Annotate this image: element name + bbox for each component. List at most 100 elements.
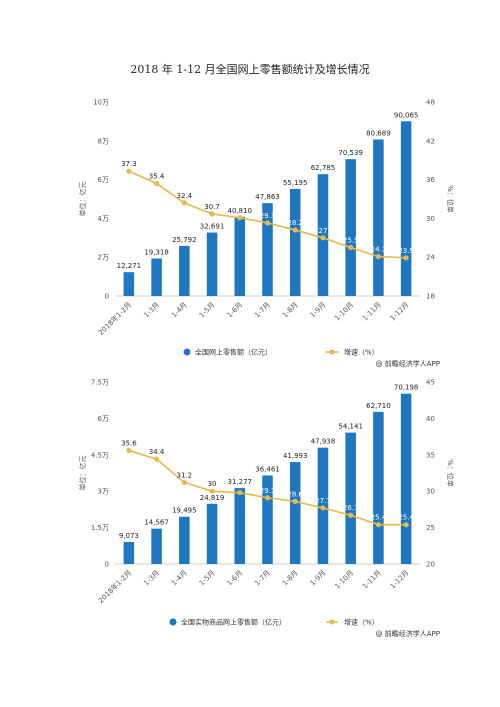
y-right-tick-label: 35 xyxy=(426,451,435,459)
growth-point xyxy=(126,447,132,454)
bar-value-label: 62,785 xyxy=(311,164,336,172)
bar-value-label: 70,539 xyxy=(338,149,363,157)
y-left-tick-label: 7.5万 xyxy=(91,379,109,387)
bar xyxy=(234,488,246,564)
legend-line-label: 增速（%） xyxy=(344,618,379,627)
y-right-tick-label: 30 xyxy=(426,488,435,496)
y-left-tick-label: 4万 xyxy=(98,215,109,223)
growth-value-label: 23.9 xyxy=(398,247,414,255)
y-left-tick-label: 2万 xyxy=(98,254,109,262)
y-right-tick-label: 40 xyxy=(426,415,435,423)
growth-point xyxy=(264,220,271,226)
y-left-tick-label: 6万 xyxy=(98,176,109,184)
growth-value-label: 34.4 xyxy=(149,448,165,456)
y-right-axis-title: %：位单 xyxy=(446,185,455,213)
growth-point xyxy=(153,180,160,187)
bar xyxy=(179,245,190,296)
chart-physical-goods-retail: 0 1.5万 3万 4.5万 6万 7.5万 20 25 30 35 40 45 单位：亿元 %：位单 9,… xyxy=(75,370,475,650)
bar xyxy=(345,432,356,564)
growth-value-label: 24.1 xyxy=(371,246,387,254)
bar-value-label: 19,318 xyxy=(144,249,169,257)
growth-value-label: 25.4 xyxy=(371,514,387,522)
growth-point xyxy=(348,512,354,518)
bar-value-label: 62,710 xyxy=(366,402,391,410)
growth-point xyxy=(209,488,215,494)
growth-point xyxy=(237,490,243,496)
y-right-tick-label: 42 xyxy=(426,137,435,145)
y-right-axis-title: %：位单 xyxy=(446,459,455,487)
growth-point xyxy=(237,215,243,221)
growth-value-label: 28.6 xyxy=(287,490,303,498)
bar-value-label: 32,691 xyxy=(200,223,225,231)
y-left-tick-label: 0 xyxy=(105,561,109,569)
growth-point xyxy=(292,227,298,233)
growth-point xyxy=(320,235,326,241)
source-text: @ 前瞻经济学人APP xyxy=(376,629,440,638)
bar-value-label: 41,993 xyxy=(283,452,308,460)
y-left-tick-label: 0 xyxy=(105,293,109,301)
x-tick-label: 1-8月 xyxy=(281,301,300,320)
x-tick-label: 2018年1-2月 xyxy=(96,300,133,337)
legend-line-marker xyxy=(329,349,335,355)
x-tick-label: 1-9月 xyxy=(309,569,328,588)
x-tick-label: 1-4月 xyxy=(170,569,189,588)
y-right-tick-label: 30 xyxy=(426,215,435,223)
x-tick-label: 1-10月 xyxy=(333,569,355,591)
y-left-axis-title: 单位：亿元 xyxy=(78,456,87,491)
bar-value-label: 80,689 xyxy=(366,129,391,137)
bar-value-label: 31,277 xyxy=(228,478,253,486)
growth-point xyxy=(403,255,409,261)
y-left-tick-label: 6万 xyxy=(98,415,109,423)
growth-point xyxy=(181,479,187,486)
y-right-tick-label: 20 xyxy=(426,561,435,569)
bar xyxy=(151,258,162,296)
x-tick-label: 1-4月 xyxy=(170,301,189,320)
growth-point xyxy=(375,253,382,260)
y-left-tick-label: 10万 xyxy=(93,99,109,107)
growth-value-label: 25.5 xyxy=(343,237,359,245)
bar xyxy=(289,188,301,296)
bar xyxy=(373,411,384,564)
bar xyxy=(151,528,162,564)
bar xyxy=(400,393,412,564)
legend-bar-label: 全国实物商品网上零售额（亿元） xyxy=(181,618,286,627)
growth-value-label: 26.7 xyxy=(343,504,359,512)
legend-line-marker xyxy=(329,619,335,625)
bar-value-label: 54,141 xyxy=(338,423,363,431)
x-tick-label: 1-6月 xyxy=(225,569,244,588)
chart-svg-2: 0 1.5万 3万 4.5万 6万 7.5万 20 25 30 35 40 45 单位：亿元 %：位单 9,… xyxy=(78,379,455,639)
growth-value-label: 29.3 xyxy=(260,212,276,220)
bar-value-label: 25,792 xyxy=(172,236,197,244)
growth-value-label: 27 xyxy=(318,227,327,235)
y-right-tick-label: 48 xyxy=(426,99,435,107)
growth-point xyxy=(403,522,409,528)
legend-bar-swatch xyxy=(169,618,177,626)
bar-value-label: 19,495 xyxy=(172,507,197,515)
x-tick-label: 1-7月 xyxy=(253,569,272,588)
bar xyxy=(206,232,218,296)
bar-value-label: 12,271 xyxy=(117,262,142,270)
legend-bar-label: 全国网上零售额（亿元） xyxy=(195,348,272,357)
x-tick-label: 1-11月 xyxy=(361,569,383,591)
growth-value-label: 27.7 xyxy=(315,497,331,505)
y-right-tick-label: 18 xyxy=(426,293,435,301)
bar xyxy=(206,503,218,564)
x-tick-label: 1-5月 xyxy=(198,301,217,320)
x-tick-label: 1-6月 xyxy=(225,301,244,320)
growth-point xyxy=(292,498,298,504)
bar xyxy=(262,475,273,564)
growth-value-label: 30 xyxy=(208,480,217,488)
growth-value-label: 25.4 xyxy=(398,514,414,522)
bar-value-label: 90,065 xyxy=(394,111,419,119)
y-left-axis-title: 单位：亿元 xyxy=(78,182,87,217)
growth-value-label: 28.2 xyxy=(287,219,303,227)
bar xyxy=(317,174,329,296)
x-tick-label: 1-8月 xyxy=(281,569,300,588)
growth-value-label: 30.7 xyxy=(204,203,220,211)
source-text: @ 前瞻经济学人APP xyxy=(376,359,440,368)
legend-line-label: 增速（%） xyxy=(344,348,379,357)
growth-point xyxy=(153,456,160,462)
bar-value-label: 36,461 xyxy=(255,466,280,474)
bar xyxy=(345,159,356,296)
